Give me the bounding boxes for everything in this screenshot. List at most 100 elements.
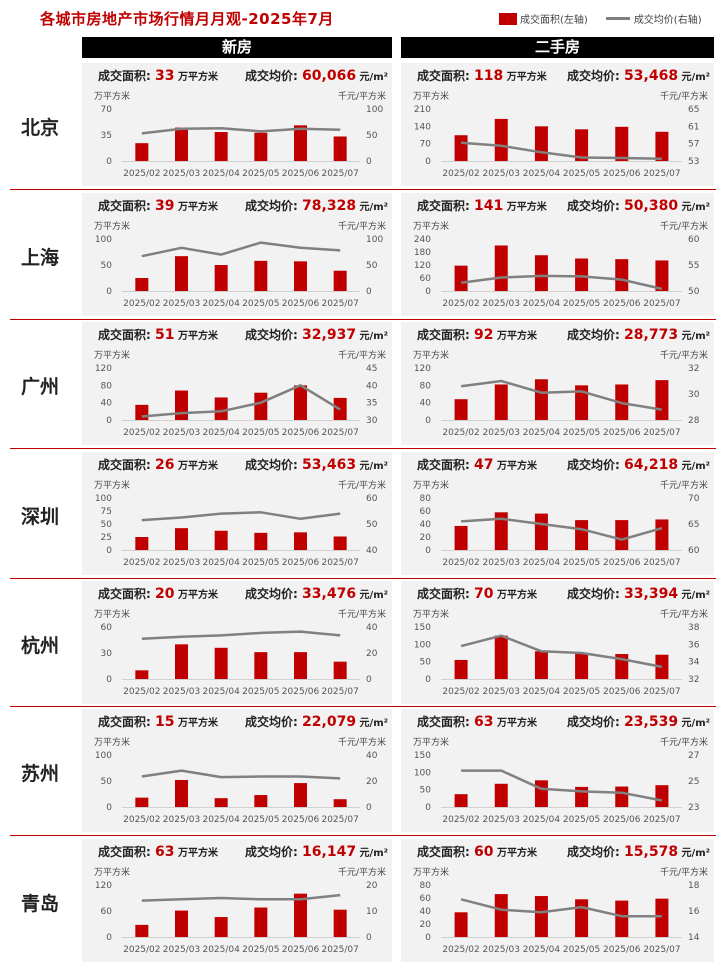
area-label: 成交面积:: [98, 458, 155, 472]
panel-header: 成交面积: 51 万平方米 成交均价: 32,937 元/m²: [82, 326, 392, 346]
x-tick-label: 2025/03: [163, 945, 200, 955]
area-value: 118: [473, 68, 504, 84]
avg-price-stat: 成交均价: 53,468 元/m²: [567, 67, 710, 84]
bar-2025/03: [494, 783, 508, 807]
area-unit: 万平方米: [493, 848, 537, 859]
left-tick-label: 0: [106, 416, 112, 426]
x-tick-label: 2025/06: [282, 169, 320, 179]
left-tick-label: 80: [420, 494, 432, 504]
column-header-second: 二手房: [401, 37, 714, 58]
chart-panel-广州-second: 成交面积: 92 万平方米 成交均价: 28,773 元/m² 万平方米 千元/平方米…: [401, 322, 714, 445]
area-label: 成交面积:: [98, 587, 155, 601]
right-tick-label: 65: [688, 105, 699, 115]
right-tick-label: 38: [688, 623, 700, 633]
avg-unit: 元/m²: [356, 72, 388, 83]
chart-panel-上海-new: 成交面积: 39 万平方米 成交均价: 78,328 元/m² 万平方米 千元/平方米…: [82, 193, 392, 316]
row-separator: [10, 706, 716, 707]
left-tick-label: 50: [420, 786, 432, 796]
bar-2025/04: [214, 530, 228, 550]
right-tick-label: 20: [366, 881, 378, 891]
bar-2025/06: [294, 893, 307, 937]
area-value: 33: [154, 68, 175, 84]
bar-2025/04: [214, 917, 228, 937]
x-tick-label: 2025/02: [442, 428, 479, 438]
right-axis-unit: 千元/平方米: [660, 866, 708, 878]
x-tick-label: 2025/05: [242, 558, 279, 568]
right-tick-label: 0: [366, 157, 372, 167]
area-label: 成交面积:: [98, 199, 155, 213]
area-stat: 成交面积: 60 万平方米: [417, 843, 537, 860]
x-tick-label: 2025/02: [123, 428, 160, 438]
bar-2025/04: [534, 513, 548, 550]
bar-2025/06: [294, 783, 307, 807]
right-tick-label: 100: [366, 235, 383, 245]
x-tick-label: 2025/04: [523, 169, 561, 179]
right-tick-label: 40: [366, 623, 378, 633]
left-tick-label: 210: [414, 105, 431, 115]
bar-2025/04: [214, 397, 228, 420]
panel-header: 成交面积: 20 万平方米 成交均价: 33,476 元/m²: [82, 585, 392, 605]
avg-price-stat: 成交均价: 16,147 元/m²: [245, 843, 388, 860]
bar-2025/04: [534, 126, 548, 161]
avg-unit: 元/m²: [678, 331, 710, 342]
area-value: 141: [473, 198, 504, 214]
x-tick-label: 2025/02: [442, 169, 479, 179]
area-unit: 万平方米: [503, 72, 547, 83]
avg-value: 53,463: [302, 457, 357, 473]
x-tick-label: 2025/07: [643, 299, 680, 309]
x-tick-label: 2025/03: [163, 687, 200, 697]
area-value: 70: [473, 586, 494, 602]
x-tick-label: 2025/06: [282, 299, 320, 309]
x-tick-label: 2025/06: [282, 687, 320, 697]
avg-value: 78,328: [302, 198, 357, 214]
x-tick-label: 2025/02: [123, 558, 160, 568]
chart-panel-北京-second: 成交面积: 118 万平方米 成交均价: 53,468 元/m² 万平方米 千元/平方…: [401, 63, 714, 186]
x-tick-label: 2025/05: [563, 945, 600, 955]
bar-2025/02: [454, 525, 468, 550]
avg-label: 成交均价:: [567, 845, 625, 859]
avg-value: 23,539: [624, 714, 679, 730]
bar-2025/06: [615, 786, 629, 807]
avg-price-line: [460, 634, 663, 669]
x-tick-label: 2025/05: [242, 945, 279, 955]
right-tick-label: 34: [688, 658, 700, 668]
right-tick-label: 18: [688, 881, 700, 891]
right-tick-label: 40: [366, 546, 378, 556]
left-tick-label: 40: [420, 520, 432, 530]
avg-unit: 元/m²: [678, 590, 710, 601]
bar-2025/05: [254, 392, 268, 420]
bar-2025/06: [294, 261, 307, 291]
right-tick-label: 16: [688, 907, 700, 917]
left-tick-label: 70: [420, 140, 432, 150]
x-tick-label: 2025/05: [563, 687, 600, 697]
area-stat: 成交面积: 33 万平方米: [98, 67, 218, 84]
left-tick-label: 50: [420, 658, 432, 668]
bar-2025/07: [333, 136, 347, 161]
right-tick-label: 50: [366, 520, 378, 530]
avg-unit: 元/m²: [678, 848, 710, 859]
chart-panel-青岛-second: 成交面积: 60 万平方米 成交均价: 15,578 元/m² 万平方米千元/平方米…: [401, 839, 714, 962]
panel-header: 成交面积: 15 万平方米 成交均价: 22,079 元/m²: [82, 713, 392, 733]
right-tick-label: 45: [366, 364, 377, 374]
bar-2025/05: [254, 652, 268, 679]
x-tick-label: 2025/04: [202, 687, 240, 697]
x-tick-label: 2025/04: [202, 428, 240, 438]
area-label: 成交面积:: [417, 199, 474, 213]
bar-2025/03: [494, 118, 508, 161]
bar-2025/04: [534, 780, 548, 807]
avg-price-line: [141, 630, 341, 640]
x-tick-label: 2025/03: [483, 558, 520, 568]
avg-label: 成交均价:: [245, 199, 303, 213]
x-tick-label: 2025/07: [643, 687, 680, 697]
bar-2025/03: [175, 910, 188, 937]
right-tick-label: 53: [688, 157, 699, 167]
left-tick-label: 25: [101, 533, 112, 543]
x-tick-label: 2025/02: [442, 945, 479, 955]
avg-value: 15,578: [624, 844, 679, 860]
bar-2025/02: [454, 265, 468, 291]
x-tick-label: 2025/05: [563, 428, 600, 438]
bar-2025/03: [494, 635, 508, 679]
